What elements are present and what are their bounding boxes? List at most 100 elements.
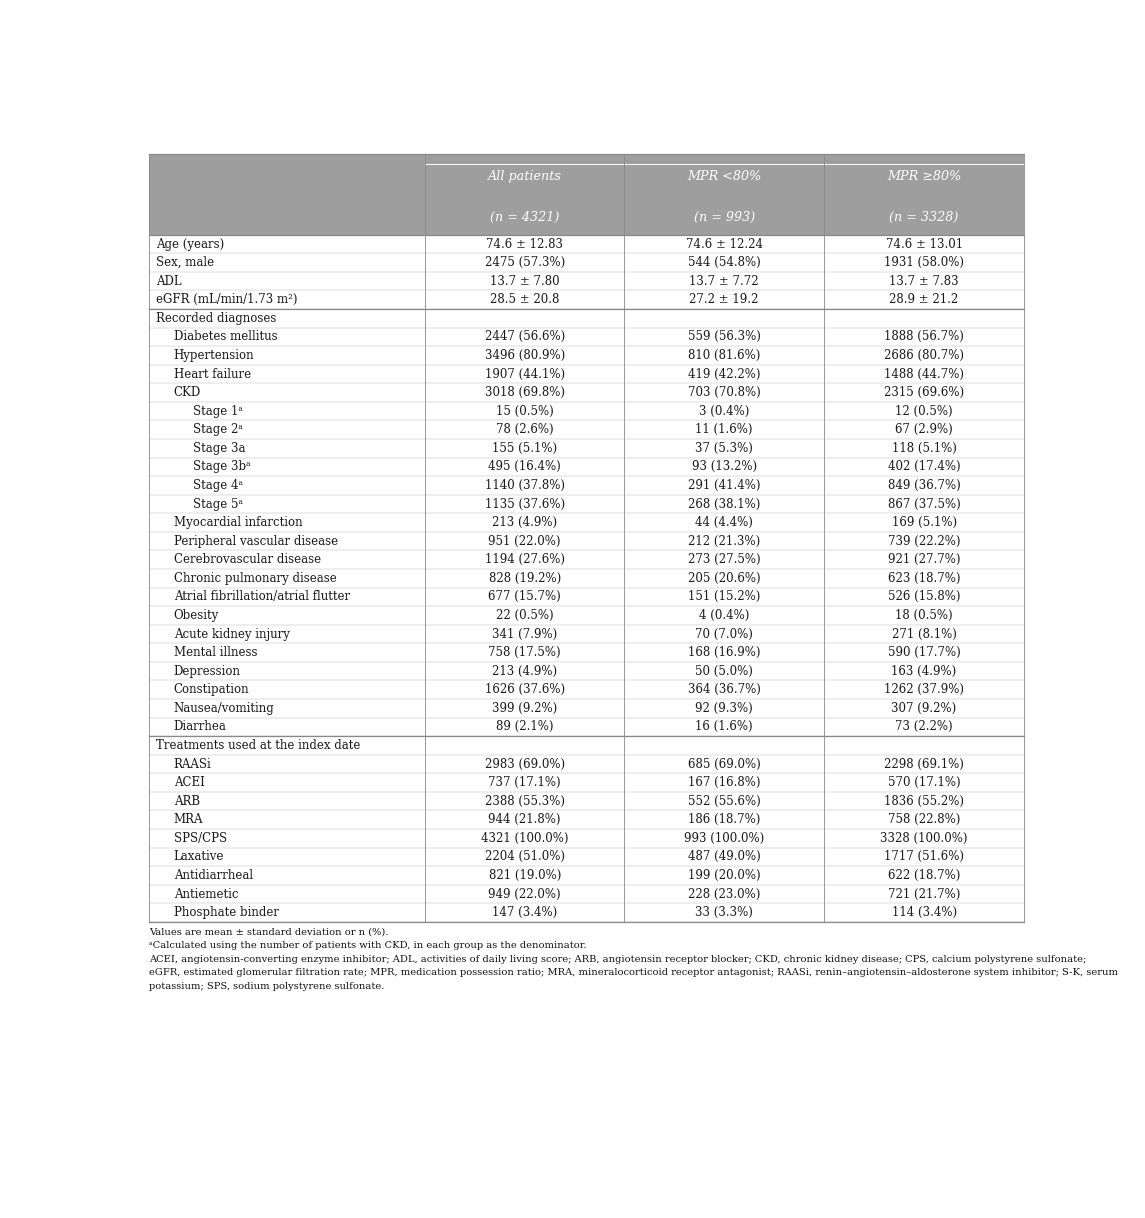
Text: 2298 (69.1%): 2298 (69.1%) <box>884 758 964 771</box>
Text: 810 (81.6%): 810 (81.6%) <box>688 350 760 362</box>
Text: Diabetes mellitus: Diabetes mellitus <box>174 330 277 343</box>
Text: 13.7 ± 7.83: 13.7 ± 7.83 <box>890 275 958 287</box>
Bar <box>149 792 1025 810</box>
Text: Constipation: Constipation <box>174 683 250 697</box>
Text: 11 (1.6%): 11 (1.6%) <box>695 424 753 436</box>
Text: 37 (5.3%): 37 (5.3%) <box>695 442 753 454</box>
Text: 213 (4.9%): 213 (4.9%) <box>492 516 558 529</box>
Bar <box>149 309 1025 328</box>
Text: Stage 4ᵃ: Stage 4ᵃ <box>194 479 243 492</box>
Text: 155 (5.1%): 155 (5.1%) <box>492 442 558 454</box>
Text: 552 (55.6%): 552 (55.6%) <box>688 794 760 808</box>
Text: 721 (21.7%): 721 (21.7%) <box>887 888 961 900</box>
Text: 89 (2.1%): 89 (2.1%) <box>496 720 553 733</box>
Text: Stage 5ᵃ: Stage 5ᵃ <box>194 497 243 510</box>
Text: ᵃCalculated using the number of patients with CKD, in each group as the denomina: ᵃCalculated using the number of patients… <box>149 942 587 950</box>
Text: 205 (20.6%): 205 (20.6%) <box>688 571 760 585</box>
Text: 758 (22.8%): 758 (22.8%) <box>887 814 961 826</box>
Text: 28.5 ± 20.8: 28.5 ± 20.8 <box>490 294 560 306</box>
Text: 364 (36.7%): 364 (36.7%) <box>688 683 760 697</box>
Text: 74.6 ± 13.01: 74.6 ± 13.01 <box>885 238 963 251</box>
Text: 147 (3.4%): 147 (3.4%) <box>492 906 558 920</box>
Text: All patients: All patients <box>488 169 562 183</box>
Text: Recorded diagnoses: Recorded diagnoses <box>157 312 277 325</box>
Text: 419 (42.2%): 419 (42.2%) <box>688 368 760 380</box>
Text: 1194 (27.6%): 1194 (27.6%) <box>484 553 564 566</box>
Text: 685 (69.0%): 685 (69.0%) <box>688 758 760 771</box>
Text: 544 (54.8%): 544 (54.8%) <box>688 256 760 269</box>
Text: 273 (27.5%): 273 (27.5%) <box>688 553 760 566</box>
Bar <box>149 438 1025 458</box>
Bar <box>149 476 1025 495</box>
Text: Treatments used at the index date: Treatments used at the index date <box>157 739 361 752</box>
Text: 291 (41.4%): 291 (41.4%) <box>688 479 760 492</box>
Bar <box>149 291 1025 309</box>
Bar <box>149 513 1025 532</box>
Bar <box>149 681 1025 699</box>
Text: Sex, male: Sex, male <box>157 256 214 269</box>
Text: 92 (9.3%): 92 (9.3%) <box>695 702 753 715</box>
Text: 12 (0.5%): 12 (0.5%) <box>895 404 953 418</box>
Text: 1135 (37.6%): 1135 (37.6%) <box>484 497 564 510</box>
Text: 163 (4.9%): 163 (4.9%) <box>892 665 957 677</box>
Text: Atrial fibrillation/atrial flutter: Atrial fibrillation/atrial flutter <box>174 591 350 603</box>
Text: 495 (16.4%): 495 (16.4%) <box>488 460 561 474</box>
Text: Chronic pulmonary disease: Chronic pulmonary disease <box>174 571 337 585</box>
Bar <box>149 346 1025 364</box>
Text: 821 (19.0%): 821 (19.0%) <box>489 868 561 882</box>
Text: 4321 (100.0%): 4321 (100.0%) <box>481 832 568 845</box>
Text: 737 (17.1%): 737 (17.1%) <box>489 776 561 789</box>
Text: 50 (5.0%): 50 (5.0%) <box>695 665 753 677</box>
Text: eGFR (mL/min/1.73 m²): eGFR (mL/min/1.73 m²) <box>157 294 298 306</box>
Text: 526 (15.8%): 526 (15.8%) <box>887 591 961 603</box>
Bar <box>149 551 1025 569</box>
Text: (n = 4321): (n = 4321) <box>490 211 560 223</box>
Text: (n = 993): (n = 993) <box>694 211 755 223</box>
Text: 15 (0.5%): 15 (0.5%) <box>496 404 553 418</box>
Bar <box>149 736 1025 755</box>
Text: 590 (17.7%): 590 (17.7%) <box>887 646 961 659</box>
Text: 199 (20.0%): 199 (20.0%) <box>688 868 760 882</box>
Text: 16 (1.6%): 16 (1.6%) <box>695 720 753 733</box>
Text: 2204 (51.0%): 2204 (51.0%) <box>484 850 564 864</box>
Text: Stage 1ᵃ: Stage 1ᵃ <box>194 404 243 418</box>
Text: 3018 (69.8%): 3018 (69.8%) <box>484 386 564 400</box>
Text: SPS/CPS: SPS/CPS <box>174 832 227 845</box>
Text: ACEI: ACEI <box>174 776 205 789</box>
Text: 1140 (37.8%): 1140 (37.8%) <box>484 479 564 492</box>
Text: 402 (17.4%): 402 (17.4%) <box>887 460 961 474</box>
Bar <box>149 200 1025 235</box>
Text: 271 (8.1%): 271 (8.1%) <box>892 627 956 641</box>
Text: ACEI, angiotensin-converting enzyme inhibitor; ADL, activities of daily living s: ACEI, angiotensin-converting enzyme inhi… <box>149 955 1087 963</box>
Text: Antiemetic: Antiemetic <box>174 888 238 900</box>
Text: 949 (22.0%): 949 (22.0%) <box>489 888 561 900</box>
Text: 3496 (80.9%): 3496 (80.9%) <box>484 350 564 362</box>
Text: Nausea/vomiting: Nausea/vomiting <box>174 702 275 715</box>
Text: 3 (0.4%): 3 (0.4%) <box>698 404 749 418</box>
Bar <box>149 364 1025 384</box>
Bar <box>149 773 1025 792</box>
Text: 487 (49.0%): 487 (49.0%) <box>688 850 760 864</box>
Text: 2475 (57.3%): 2475 (57.3%) <box>484 256 564 269</box>
Text: MPR <80%: MPR <80% <box>687 169 761 183</box>
Text: 1626 (37.6%): 1626 (37.6%) <box>484 683 564 697</box>
Text: 307 (9.2%): 307 (9.2%) <box>892 702 957 715</box>
Text: ARB: ARB <box>174 794 200 808</box>
Text: 44 (4.4%): 44 (4.4%) <box>695 516 753 529</box>
Text: 3328 (100.0%): 3328 (100.0%) <box>881 832 968 845</box>
Text: 2686 (80.7%): 2686 (80.7%) <box>884 350 964 362</box>
Text: Stage 3a: Stage 3a <box>194 442 245 454</box>
Text: 13.7 ± 7.72: 13.7 ± 7.72 <box>689 275 759 287</box>
Text: 677 (15.7%): 677 (15.7%) <box>488 591 561 603</box>
Bar <box>149 495 1025 513</box>
Bar <box>149 153 1025 200</box>
Text: Phosphate binder: Phosphate binder <box>174 906 279 920</box>
Text: 33 (3.3%): 33 (3.3%) <box>695 906 753 920</box>
Text: eGFR, estimated glomerular filtration rate; MPR, medication possession ratio; MR: eGFR, estimated glomerular filtration ra… <box>149 968 1119 977</box>
Text: 151 (15.2%): 151 (15.2%) <box>688 591 760 603</box>
Text: (n = 3328): (n = 3328) <box>890 211 958 223</box>
Bar <box>149 866 1025 884</box>
Text: 703 (70.8%): 703 (70.8%) <box>688 386 760 400</box>
Bar <box>149 569 1025 587</box>
Text: Stage 2ᵃ: Stage 2ᵃ <box>194 424 243 436</box>
